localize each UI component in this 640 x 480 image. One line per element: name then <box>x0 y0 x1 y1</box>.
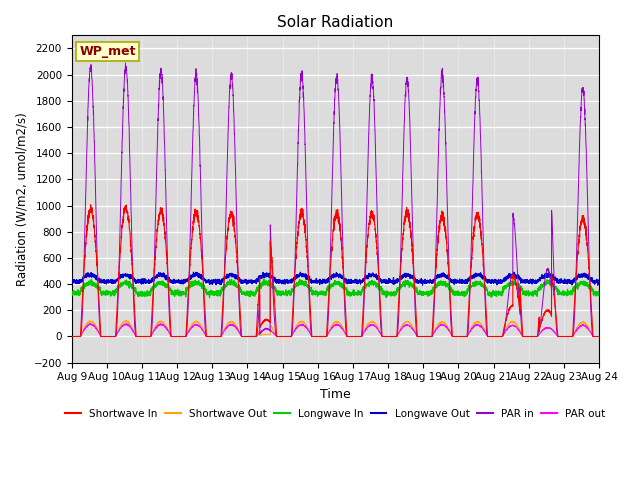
Title: Solar Radiation: Solar Radiation <box>277 15 394 30</box>
Shortwave Out <box>483 333 491 339</box>
PAR in <box>163 219 170 225</box>
Longwave In <box>68 290 76 296</box>
Shortwave In <box>595 334 603 339</box>
PAR in <box>316 334 323 339</box>
Shortwave Out <box>163 324 170 330</box>
Shortwave In <box>454 334 461 339</box>
Line: Shortwave Out: Shortwave Out <box>72 321 599 336</box>
Shortwave In <box>595 334 602 339</box>
Longwave Out <box>424 280 432 286</box>
Shortwave In <box>68 334 76 339</box>
PAR in <box>424 334 432 339</box>
PAR out <box>424 334 432 339</box>
Longwave In <box>595 293 602 299</box>
Y-axis label: Radiation (W/m2, umol/m2/s): Radiation (W/m2, umol/m2/s) <box>15 112 28 286</box>
Longwave In <box>316 289 323 295</box>
PAR out <box>595 334 603 339</box>
PAR in <box>595 334 603 339</box>
Shortwave In <box>163 253 170 259</box>
Legend: Shortwave In, Shortwave Out, Longwave In, Longwave Out, PAR in, PAR out: Shortwave In, Shortwave Out, Longwave In… <box>61 405 609 423</box>
Line: Shortwave In: Shortwave In <box>72 205 599 336</box>
PAR in <box>454 334 461 339</box>
Shortwave In <box>87 202 95 208</box>
PAR in <box>68 334 76 339</box>
Longwave Out <box>594 282 602 288</box>
PAR in <box>122 60 129 66</box>
X-axis label: Time: Time <box>320 388 351 401</box>
PAR out <box>595 334 602 339</box>
Shortwave In <box>316 334 323 339</box>
Longwave In <box>484 288 492 293</box>
Longwave In <box>260 276 268 282</box>
Shortwave Out <box>68 334 76 339</box>
Shortwave Out <box>424 334 432 339</box>
Longwave Out <box>163 273 170 279</box>
Line: PAR out: PAR out <box>72 324 599 336</box>
Shortwave Out <box>595 334 603 339</box>
Line: PAR in: PAR in <box>72 63 599 336</box>
PAR out <box>483 333 491 339</box>
Longwave Out <box>316 278 323 284</box>
Longwave Out <box>453 280 461 286</box>
PAR out <box>68 334 76 339</box>
Longwave Out <box>510 269 518 275</box>
Text: WP_met: WP_met <box>79 45 136 58</box>
Longwave In <box>595 288 603 294</box>
Shortwave Out <box>316 334 323 339</box>
PAR in <box>595 334 602 339</box>
PAR out <box>454 334 461 339</box>
Longwave Out <box>68 278 76 284</box>
Longwave Out <box>483 280 491 286</box>
Longwave In <box>454 290 461 296</box>
PAR in <box>483 333 491 339</box>
Longwave Out <box>595 279 603 285</box>
Longwave In <box>424 290 432 296</box>
PAR out <box>316 334 323 339</box>
Longwave In <box>163 282 170 288</box>
Shortwave In <box>424 334 432 339</box>
Longwave Out <box>595 279 602 285</box>
Shortwave Out <box>122 318 130 324</box>
Shortwave In <box>483 328 491 334</box>
Longwave In <box>205 295 213 300</box>
PAR out <box>87 321 95 326</box>
PAR out <box>163 326 170 332</box>
Line: Longwave In: Longwave In <box>72 279 599 298</box>
Line: Longwave Out: Longwave Out <box>72 272 599 285</box>
Shortwave Out <box>595 334 602 339</box>
Shortwave Out <box>454 334 461 339</box>
